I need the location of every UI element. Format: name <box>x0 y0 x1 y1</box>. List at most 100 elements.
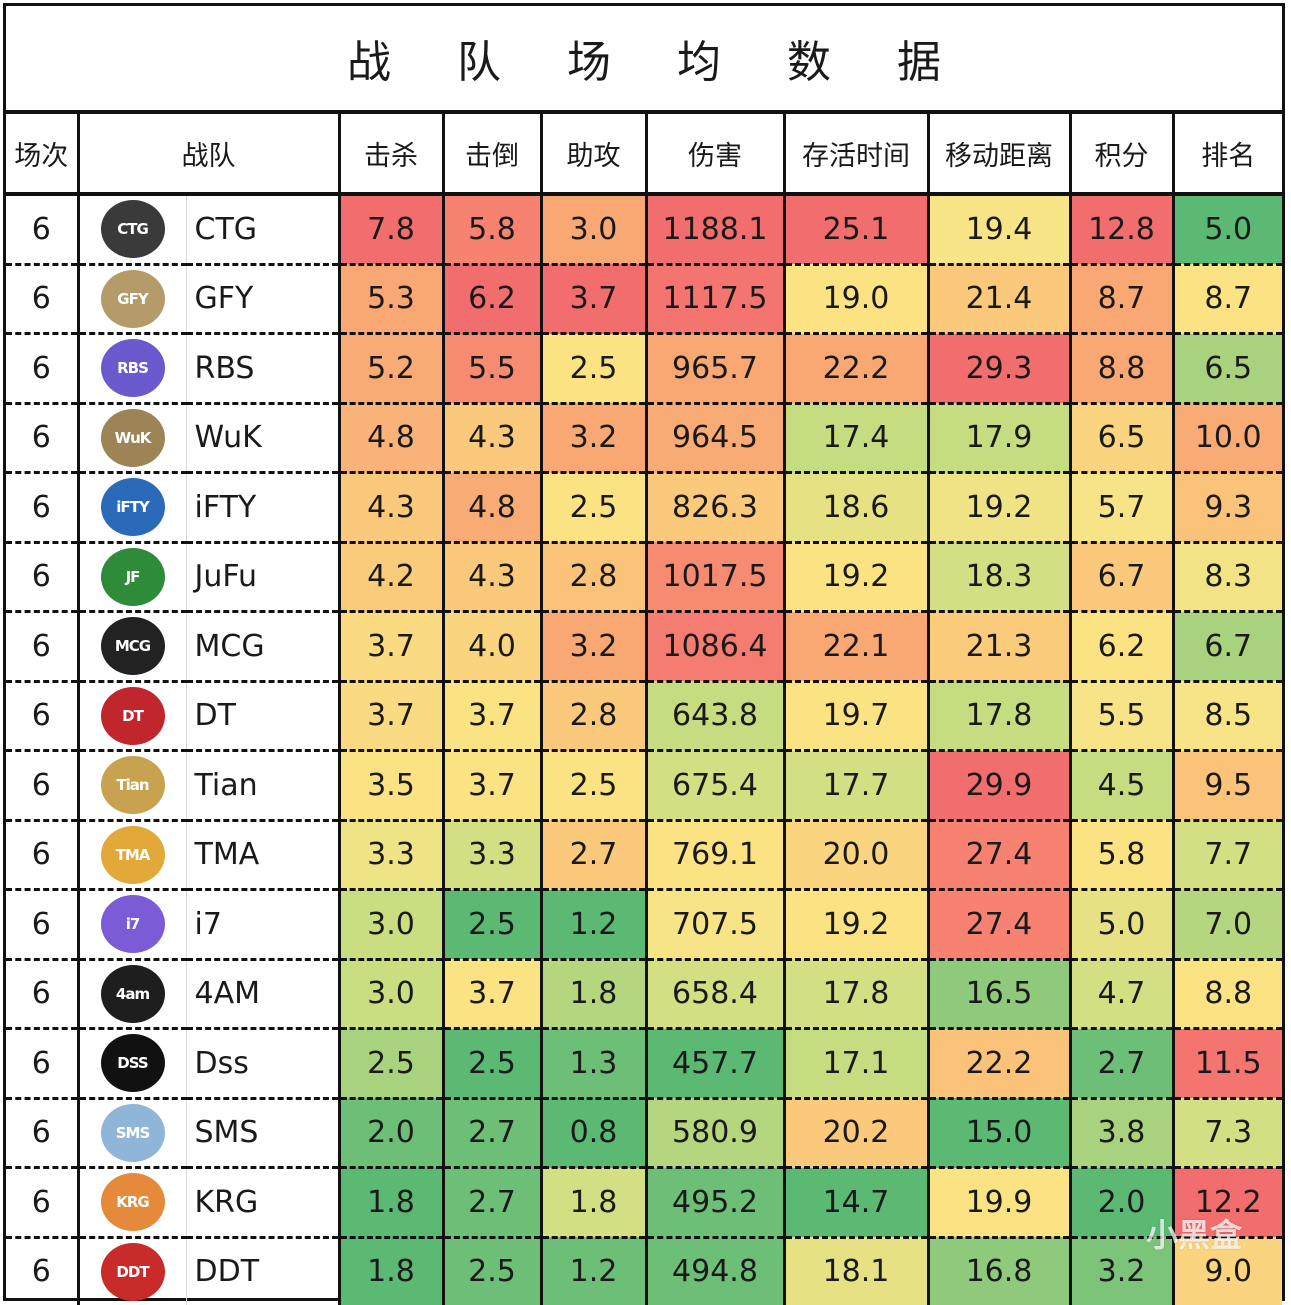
team-name-cell: iFTY <box>186 472 339 544</box>
team-stats-table: 场次 战队 击杀 击倒 助攻 伤害 存活时间 移动距离 积分 排名 6 CTG CT… <box>6 114 1282 1305</box>
matches-cell: 6 <box>6 889 78 961</box>
matches-cell: 6 <box>6 1028 78 1100</box>
table-row: 6 SMS SMS 2.0 2.7 0.8 580.9 20.2 15.0 3.8 7.3 <box>6 1098 1282 1169</box>
damage-cell: 675.4 <box>644 750 784 822</box>
team-name-cell: 4AM <box>186 959 339 1030</box>
team-logo-cell: GFY <box>76 264 187 335</box>
kills-cell: 7.8 <box>337 194 443 266</box>
header-move-distance: 移动距离 <box>926 114 1070 196</box>
rank-cell: 12.2 <box>1171 1167 1282 1239</box>
matches-cell: 6 <box>6 1098 78 1169</box>
header-damage: 伤害 <box>644 114 784 196</box>
team-logo-cell: 4am <box>76 959 187 1030</box>
rank-cell: 8.7 <box>1171 264 1282 335</box>
points-cell: 6.5 <box>1068 403 1173 474</box>
kills-cell: 4.3 <box>337 472 443 544</box>
distance-cell: 18.3 <box>926 542 1070 613</box>
rank-cell: 9.3 <box>1171 472 1282 544</box>
kills-cell: 1.8 <box>337 1237 443 1305</box>
team-logo-cell: JF <box>76 542 187 613</box>
damage-cell: 658.4 <box>644 959 784 1030</box>
knocks-cell: 5.8 <box>441 194 541 266</box>
damage-cell: 707.5 <box>644 889 784 961</box>
matches-cell: 6 <box>6 403 78 474</box>
kills-cell: 3.3 <box>337 820 443 891</box>
team-logo-icon: DDT <box>100 1242 165 1301</box>
stats-sheet: 战 队 场 均 数 据 场次 战队 击杀 击倒 助攻 伤害 存活时间 移动距离 … <box>3 3 1285 1305</box>
table-row: 6 DDT DDT 1.8 2.5 1.2 494.8 18.1 16.8 3.2 9.0 <box>6 1237 1282 1305</box>
table-row: 6 4am 4AM 3.0 3.7 1.8 658.4 17.8 16.5 4.7 8.8 <box>6 959 1282 1030</box>
rank-cell: 5.0 <box>1171 194 1282 266</box>
damage-cell: 826.3 <box>644 472 784 544</box>
points-cell: 2.0 <box>1068 1167 1173 1239</box>
knocks-cell: 4.8 <box>441 472 541 544</box>
team-logo-icon: CTG <box>100 200 165 259</box>
distance-cell: 16.5 <box>926 959 1070 1030</box>
kills-cell: 3.0 <box>337 889 443 961</box>
team-logo-cell: SMS <box>76 1098 187 1169</box>
table-row: 6 CTG CTG 7.8 5.8 3.0 1188.1 25.1 19.4 12.8 5.0 <box>6 194 1282 266</box>
kills-cell: 4.2 <box>337 542 443 613</box>
knocks-cell: 3.7 <box>441 750 541 822</box>
survival-cell: 20.0 <box>782 820 928 891</box>
team-logo-cell: DT <box>76 681 187 752</box>
damage-cell: 1117.5 <box>644 264 784 335</box>
survival-cell: 25.1 <box>782 194 928 266</box>
distance-cell: 17.9 <box>926 403 1070 474</box>
rank-cell: 11.5 <box>1171 1028 1282 1100</box>
team-logo-icon: GFY <box>100 269 165 328</box>
knocks-cell: 4.0 <box>441 611 541 683</box>
knocks-cell: 3.3 <box>441 820 541 891</box>
rank-cell: 8.3 <box>1171 542 1282 613</box>
assists-cell: 2.5 <box>539 333 646 405</box>
damage-cell: 769.1 <box>644 820 784 891</box>
knocks-cell: 2.7 <box>441 1098 541 1169</box>
matches-cell: 6 <box>6 611 78 683</box>
distance-cell: 15.0 <box>926 1098 1070 1169</box>
rank-cell: 10.0 <box>1171 403 1282 474</box>
table-row: 6 WuK WuK 4.8 4.3 3.2 964.5 17.4 17.9 6.5 10.0 <box>6 403 1282 474</box>
team-logo-cell: i7 <box>76 889 187 961</box>
points-cell: 6.2 <box>1068 611 1173 683</box>
table-row: 6 MCG MCG 3.7 4.0 3.2 1086.4 22.1 21.3 6.2 6.7 <box>6 611 1282 683</box>
distance-cell: 16.8 <box>926 1237 1070 1305</box>
team-name-cell: MCG <box>186 611 339 683</box>
team-logo-icon: KRG <box>100 1173 165 1232</box>
team-logo-icon: JF <box>100 547 165 606</box>
team-logo-icon: SMS <box>100 1103 165 1162</box>
survival-cell: 18.1 <box>782 1237 928 1305</box>
team-logo-cell: WuK <box>76 403 187 474</box>
matches-cell: 6 <box>6 264 78 335</box>
kills-cell: 2.0 <box>337 1098 443 1169</box>
assists-cell: 2.8 <box>539 542 646 613</box>
survival-cell: 19.7 <box>782 681 928 752</box>
team-logo-cell: DDT <box>76 1237 187 1305</box>
header-knocks: 击倒 <box>441 114 541 196</box>
team-logo-cell: CTG <box>76 194 187 266</box>
table-row: 6 i7 i7 3.0 2.5 1.2 707.5 19.2 27.4 5.0 7.0 <box>6 889 1282 961</box>
damage-cell: 1086.4 <box>644 611 784 683</box>
matches-cell: 6 <box>6 820 78 891</box>
distance-cell: 29.3 <box>926 333 1070 405</box>
team-logo-icon: WuK <box>100 408 165 467</box>
distance-cell: 22.2 <box>926 1028 1070 1100</box>
kills-cell: 1.8 <box>337 1167 443 1239</box>
team-logo-cell: TMA <box>76 820 187 891</box>
kills-cell: 4.8 <box>337 403 443 474</box>
knocks-cell: 2.5 <box>441 1028 541 1100</box>
assists-cell: 2.5 <box>539 750 646 822</box>
team-logo-cell: RBS <box>76 333 187 405</box>
kills-cell: 3.5 <box>337 750 443 822</box>
assists-cell: 1.8 <box>539 1167 646 1239</box>
distance-cell: 17.8 <box>926 681 1070 752</box>
survival-cell: 19.2 <box>782 542 928 613</box>
table-row: 6 GFY GFY 5.3 6.2 3.7 1117.5 19.0 21.4 8.7 8.7 <box>6 264 1282 335</box>
team-name-cell: Dss <box>186 1028 339 1100</box>
distance-cell: 19.2 <box>926 472 1070 544</box>
assists-cell: 1.2 <box>539 1237 646 1305</box>
team-name-cell: KRG <box>186 1167 339 1239</box>
survival-cell: 14.7 <box>782 1167 928 1239</box>
distance-cell: 19.9 <box>926 1167 1070 1239</box>
damage-cell: 580.9 <box>644 1098 784 1169</box>
kills-cell: 3.0 <box>337 959 443 1030</box>
